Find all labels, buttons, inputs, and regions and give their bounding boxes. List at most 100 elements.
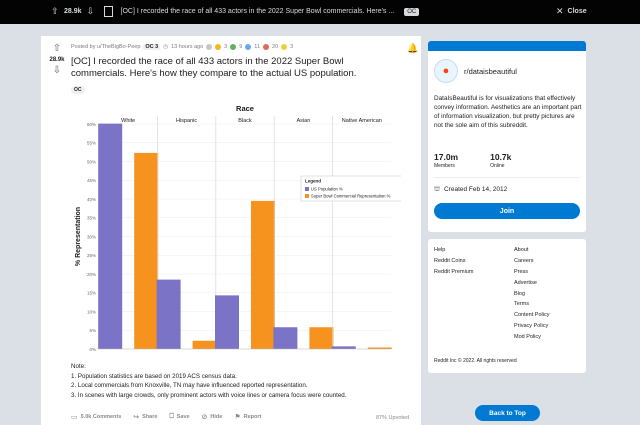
back-to-top-button[interactable]: Back to Top: [475, 405, 540, 421]
footer-link[interactable]: Help: [434, 247, 446, 253]
footer-link[interactable]: Content Policy: [514, 312, 550, 319]
footer-link[interactable]: Reddit Premium: [434, 268, 474, 275]
join-button[interactable]: Join: [434, 203, 580, 219]
award-gold-icon[interactable]: [215, 44, 222, 50]
post-author[interactable]: Posted by u/TheBigBo-Peep: [71, 44, 141, 50]
report-button[interactable]: ⚑ Report: [234, 413, 261, 421]
legend-title: Legend: [305, 179, 321, 184]
online-label: Online: [490, 163, 505, 169]
post-card: ⇧ 28.9k ⇩ Posted by u/TheBigBo-Peep OC 3…: [41, 36, 421, 425]
footer-link[interactable]: About: [514, 247, 529, 253]
downvote-arrow-icon[interactable]: ⇩: [52, 65, 62, 76]
footer-link[interactable]: Careers: [514, 257, 534, 264]
online-count: 10.7k: [490, 152, 512, 162]
notes-title: Note:: [71, 363, 86, 370]
note-line: 2. Local commercials from Knoxville, TN …: [71, 382, 308, 389]
category-label: Asian: [297, 118, 311, 124]
award-silver-icon[interactable]: [206, 44, 213, 50]
bell-icon[interactable]: 🔔: [407, 43, 419, 53]
comment-icon: ▭: [71, 414, 78, 421]
y-tick-label: 50%: [87, 159, 96, 164]
footer-link[interactable]: Blog: [514, 290, 526, 297]
author-flair: OC 3: [143, 44, 161, 50]
bar-super-bowl: [367, 347, 392, 349]
race-bar-chart: Race 0% 5% 10% 15% 20% 25% 30% 35% 40% 45% 50% 55% 60…: [75, 104, 401, 352]
legend-box: [300, 175, 401, 202]
clock-icon: ◷: [163, 44, 169, 50]
award-smile-icon[interactable]: [281, 44, 288, 50]
y-tick-label: 55%: [87, 141, 96, 146]
footer-link[interactable]: Mod Policy: [514, 334, 541, 341]
post-title: [OC] I recorded the race of all 433 acto…: [71, 56, 357, 79]
footer-link[interactable]: Advertise: [514, 279, 537, 286]
comments-label: 5.0k Comments: [80, 414, 122, 420]
y-tick-label: 5%: [89, 328, 96, 333]
copyright: Reddit Inc © 2022. All rights reserved: [434, 358, 517, 364]
topbar-score: 28.9k: [64, 8, 82, 15]
created-label: Created Feb 14, 2012: [443, 186, 508, 193]
footer-link[interactable]: Reddit Coins: [434, 257, 466, 264]
members-count: 17.0m: [434, 152, 459, 162]
topbar-left: ⇧ 28.9k ⇩ [OC] I recorded the race of al…: [50, 6, 420, 17]
comments-button[interactable]: ▭ 5.0k Comments: [71, 413, 121, 421]
category-label: Hispanic: [176, 118, 197, 124]
legend-swatch: [305, 194, 309, 198]
bar-us-population: [273, 327, 298, 349]
legend-swatch: [305, 187, 309, 191]
y-tick-label: 35%: [87, 216, 96, 221]
y-tick-label: 45%: [87, 178, 96, 183]
award-wholesome-icon[interactable]: [245, 44, 252, 50]
award-count: 11: [254, 44, 261, 50]
post-time[interactable]: 13 hours ago: [171, 44, 204, 50]
footer-link[interactable]: Privacy Policy: [514, 323, 549, 330]
share-button[interactable]: ↪ Share: [133, 413, 157, 421]
community-name[interactable]: r/dataisbeautiful: [464, 66, 517, 76]
save-label: Save: [176, 414, 190, 420]
bar-super-bowl: [134, 152, 159, 349]
bookmark-icon: ⎕: [169, 413, 174, 420]
close-button[interactable]: ✕ Close: [556, 6, 587, 17]
community-stats: 17.0m Members 10.7k Online: [434, 152, 511, 169]
footer-links-card: Help Reddit Coins Reddit Premium About C…: [428, 239, 586, 373]
y-tick-label: 20%: [87, 272, 96, 277]
upvote-arrow-icon[interactable]: ⇧: [51, 6, 59, 16]
close-icon: ✕: [556, 6, 564, 16]
members-label: Members: [434, 163, 455, 169]
cake-icon: ⛫: [434, 186, 440, 193]
topbar-post-title: [OC] I recorded the race of all 433 acto…: [120, 8, 395, 15]
close-label: Close: [567, 8, 587, 15]
award-helpful-icon[interactable]: [230, 44, 237, 50]
upvote-arrow-icon[interactable]: ⇧: [52, 43, 62, 54]
community-description: DataIsBeautiful is for visualizations th…: [434, 95, 582, 129]
award-count: 9: [239, 44, 243, 50]
legend-entry: US Population %: [311, 187, 343, 192]
footer-link[interactable]: Terms: [514, 301, 529, 308]
bar-us-population: [331, 346, 356, 349]
bar-super-bowl: [251, 200, 275, 349]
chart-title: Race: [236, 104, 254, 113]
footer-link[interactable]: Press: [514, 268, 529, 275]
bar-super-bowl: [309, 327, 334, 349]
save-button[interactable]: ⎕ Save: [169, 413, 189, 421]
divider: [434, 177, 580, 178]
snoo-avatar-icon[interactable]: ●: [434, 59, 458, 83]
post-actions: ▭ 5.0k Comments ↪ Share ⎕ Save ⊘ Hide ⚑ …: [71, 413, 261, 421]
legend-entry: Super Bowl Commercial Representation %: [311, 194, 391, 199]
vote-column: ⇧ 28.9k ⇩: [45, 44, 69, 76]
downvote-arrow-icon[interactable]: ⇩: [86, 6, 95, 16]
category-label: White: [121, 118, 135, 124]
hide-button[interactable]: ⊘ Hide: [202, 413, 223, 421]
community-banner: [428, 41, 586, 51]
post-overlay-topbar: ⇧ 28.9k ⇩ [OC] I recorded the race of al…: [0, 0, 640, 24]
y-tick-label: 40%: [87, 197, 96, 202]
y-tick-label: 30%: [87, 234, 96, 239]
hide-icon: ⊘: [201, 414, 208, 421]
note-line: 1. Population statistics are based on 20…: [71, 372, 237, 380]
bar-us-population: [156, 279, 181, 349]
footer-col-left: Help Reddit Coins Reddit Premium: [434, 247, 514, 342]
category-label: Black: [238, 118, 252, 124]
award-count: 20: [272, 44, 279, 50]
community-card: ● r/dataisbeautiful DataIsBeautiful is f…: [428, 41, 586, 232]
post-flair[interactable]: OC: [71, 86, 85, 94]
award-heart-icon[interactable]: [263, 44, 270, 50]
